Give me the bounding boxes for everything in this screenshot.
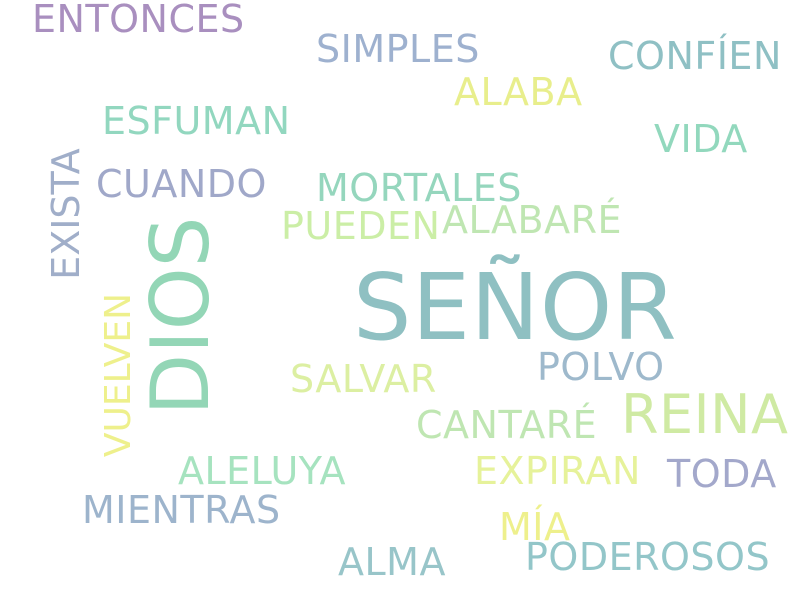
word-polvo: POLVO	[537, 345, 665, 389]
word-mortales: MORTALES	[316, 166, 522, 210]
word-dios: DIOS	[134, 216, 227, 416]
word-entonces: ENTONCES	[32, 0, 245, 41]
word-confien: CONFÍEN	[608, 34, 782, 78]
word-mientras: MIENTRAS	[82, 488, 281, 532]
word-vida: VIDA	[654, 117, 748, 161]
word-vuelven: VUELVEN	[98, 292, 139, 458]
word-aleluya: ALELUYA	[178, 449, 347, 493]
word-pueden: PUEDEN	[281, 204, 441, 248]
word-cantare: CANTARÉ	[416, 403, 598, 447]
word-toda: TODA	[667, 452, 777, 496]
word-salvar: SALVAR	[290, 357, 437, 401]
word-expiran: EXPIRAN	[474, 449, 641, 493]
word-mia: MÍA	[499, 505, 571, 549]
word-poderosos: PODEROSOS	[525, 535, 771, 579]
word-alabare: ALABARÉ	[442, 198, 623, 242]
word-senor: SEÑOR	[353, 254, 678, 361]
word-alaba: ALABA	[454, 70, 583, 114]
word-cuando: CUANDO	[96, 162, 267, 206]
word-alma: ALMA	[338, 540, 446, 584]
word-exista: EXISTA	[44, 148, 88, 280]
word-reina: REINA	[621, 383, 789, 446]
word-esfuman: ESFUMAN	[102, 99, 291, 143]
word-simples: SIMPLES	[316, 27, 480, 71]
